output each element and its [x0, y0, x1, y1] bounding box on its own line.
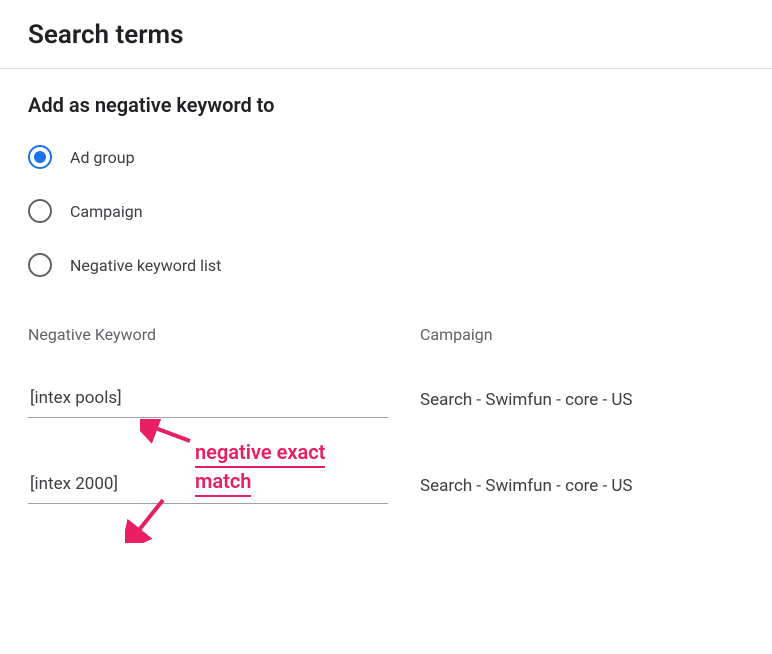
annotation-line2: match: [195, 468, 251, 497]
radio-option-campaign[interactable]: Campaign: [28, 199, 744, 223]
annotation-label: negative exact match: [195, 439, 325, 497]
keyword-input-wrap: [28, 381, 388, 418]
radio-label: Campaign: [70, 202, 143, 221]
table-row: Search - Swimfun - core - US: [28, 378, 744, 418]
radio-option-ad-group[interactable]: Ad group: [28, 145, 744, 169]
negative-keyword-scope-radio-group: Ad group Campaign Negative keyword list: [28, 145, 744, 277]
arrow-icon: [125, 495, 170, 543]
arrow-icon: [140, 419, 195, 447]
campaign-column: Campaign: [420, 325, 744, 378]
negative-keyword-input[interactable]: [28, 387, 388, 409]
annotation-line1: negative exact: [195, 439, 325, 468]
radio-label: Ad group: [70, 148, 135, 167]
column-header-campaign: Campaign: [420, 325, 744, 378]
page-title: Search terms: [28, 20, 744, 50]
section-subheading: Add as negative keyword to: [28, 93, 744, 117]
content-area: Add as negative keyword to Ad group Camp…: [0, 69, 772, 544]
page-header: Search terms: [0, 0, 772, 69]
campaign-value: Search - Swimfun - core - US: [420, 470, 744, 504]
radio-dot-icon: [34, 151, 46, 163]
table-row: Search - Swimfun - core - US: [28, 418, 744, 504]
radio-circle-icon: [28, 253, 52, 277]
keyword-column: Negative Keyword: [28, 325, 420, 378]
radio-label: Negative keyword list: [70, 256, 221, 275]
radio-circle-icon: [28, 199, 52, 223]
radio-option-negative-keyword-list[interactable]: Negative keyword list: [28, 253, 744, 277]
campaign-value: Search - Swimfun - core - US: [420, 384, 744, 418]
column-header-keyword: Negative Keyword: [28, 325, 420, 378]
radio-circle-icon: [28, 145, 52, 169]
keyword-table: Negative Keyword Campaign: [28, 325, 744, 378]
